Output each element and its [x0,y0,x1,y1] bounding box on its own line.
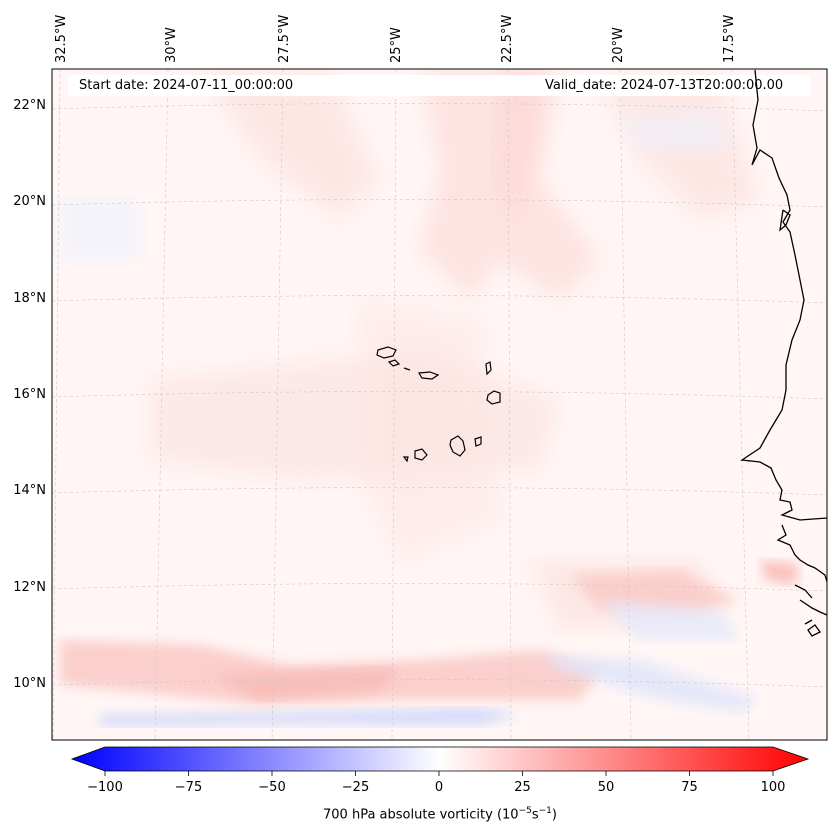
lat-label: 12°N [13,580,46,595]
colorbar-label-end: ) [551,807,557,823]
lat-label: 18°N [13,291,46,306]
lon-label: 25°W [389,27,404,63]
colorbar-body [70,746,810,772]
start-date-label: Start date: 2024-07-11_00:00:00 [79,78,294,93]
colorbar-label-unit: s [531,807,539,823]
colorbar-tick-label: 75 [681,780,698,795]
colorbar-tick-label: 0 [434,780,444,795]
cape-verde-islands [376,346,501,463]
colorbar-label-exp2: −1 [538,806,552,816]
colorbar-tick-label: −100 [87,780,123,795]
map-frame [51,68,828,741]
colorbar-label: 700 hPa absolute vorticity (10−5s−1) [323,806,557,822]
colorbar-tick-label: 50 [597,780,615,795]
header-band [68,75,810,96]
colorbar-tick-label: −50 [258,780,286,795]
colorbar-tick-label: 100 [760,780,786,795]
coastline [740,69,827,637]
lat-label: 22°N [13,98,46,113]
colorbar-tick-label: 25 [514,780,531,795]
lon-label: 22.5°W [500,14,515,63]
lon-label: 17.5°W [722,14,737,63]
lat-label: 10°N [13,676,46,691]
colorbar-label-exp1: −5 [518,806,532,816]
lon-label: 32.5°W [54,14,69,63]
vorticity-field [60,70,800,726]
colorbar [70,746,810,776]
lat-label: 20°N [13,194,46,209]
colorbar-tick-label: −75 [174,780,203,795]
colorbar-label-text: 700 hPa absolute vorticity (10 [323,807,519,823]
lon-label: 20°W [611,27,626,63]
lat-label: 14°N [13,483,46,498]
colorbar-tick-label: −25 [341,780,370,795]
lon-label: 27.5°W [277,14,292,63]
lon-label: 30°W [164,27,179,63]
lat-label: 16°N [13,387,46,402]
graticule [52,69,827,740]
valid-date-label: Valid_date: 2024-07-13T20:00:00.00 [545,78,784,93]
